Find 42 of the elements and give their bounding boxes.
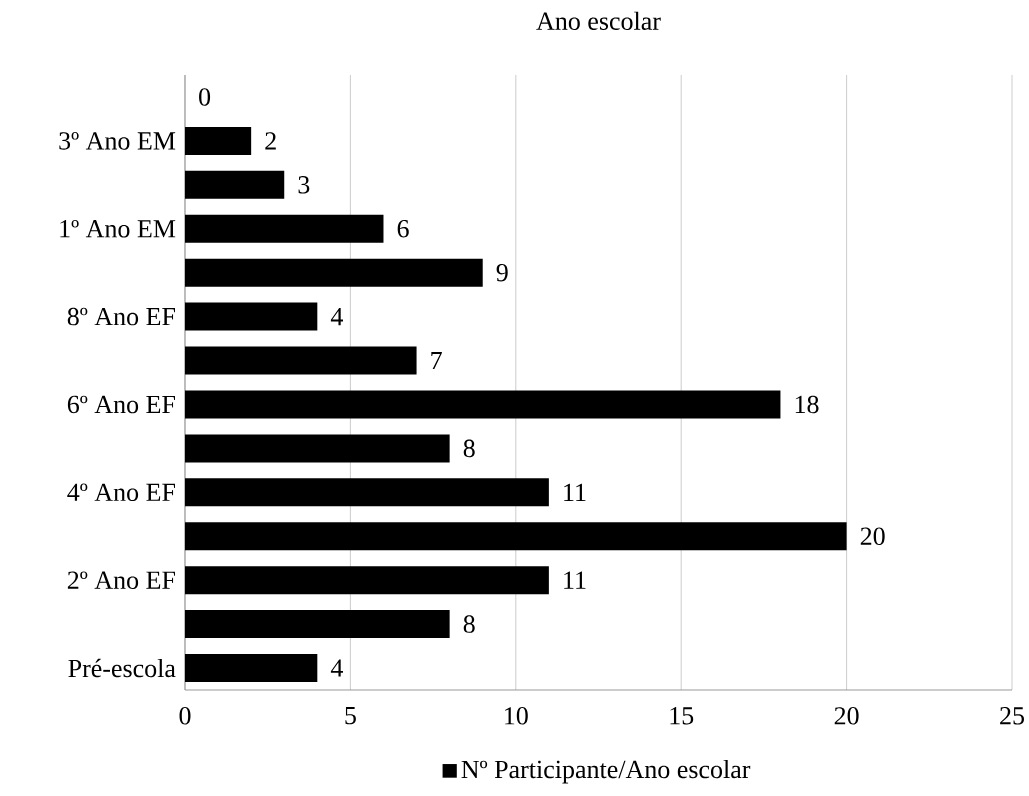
bar — [185, 302, 318, 331]
x-tick-label: 25 — [1000, 707, 1024, 725]
data-label: 4 — [330, 308, 343, 326]
bar — [185, 522, 847, 551]
bar — [185, 214, 384, 243]
bar — [185, 566, 549, 595]
data-label: 6 — [397, 220, 409, 238]
bar — [185, 390, 781, 419]
y-tick-label: 2º Ano EF — [67, 571, 175, 589]
y-tick-label: 6º Ano EF — [67, 395, 175, 414]
y-tick-label: 3º Ano EM — [59, 132, 176, 150]
data-label: 8 — [463, 439, 475, 458]
legend-label: Nº Participante/Ano escolar — [461, 759, 751, 784]
y-tick-label: 4º Ano EF — [67, 483, 175, 502]
data-label: 7 — [431, 352, 442, 370]
data-label: 9 — [496, 263, 508, 282]
bar — [185, 170, 285, 199]
x-tick-label: 15 — [670, 707, 694, 725]
bar — [185, 258, 483, 287]
bar — [185, 478, 549, 507]
x-tick-label: 10 — [505, 707, 528, 725]
data-label: 8 — [463, 615, 475, 633]
data-label: 0 — [199, 88, 211, 106]
bar — [185, 654, 318, 683]
data-label: 18 — [795, 395, 819, 414]
y-tick-label: 8º Ano EF — [67, 307, 175, 326]
data-label: 3 — [298, 176, 310, 194]
data-label: 11 — [564, 571, 586, 589]
y-tick-label: Pré-escola — [68, 658, 176, 678]
data-label: 20 — [860, 527, 885, 546]
x-tick-label: 0 — [179, 707, 191, 725]
bar — [185, 346, 417, 375]
x-tick-label: 5 — [345, 707, 356, 725]
data-label: 4 — [330, 659, 343, 677]
data-label: 2 — [265, 132, 276, 150]
bar — [185, 434, 450, 463]
x-tick-label: 20 — [834, 707, 859, 725]
bar — [185, 126, 252, 155]
data-label: 11 — [564, 483, 586, 501]
chart-title: Ano escolar — [536, 11, 661, 30]
y-tick-label: 1º Ano EM — [60, 219, 176, 238]
bar — [185, 610, 450, 639]
